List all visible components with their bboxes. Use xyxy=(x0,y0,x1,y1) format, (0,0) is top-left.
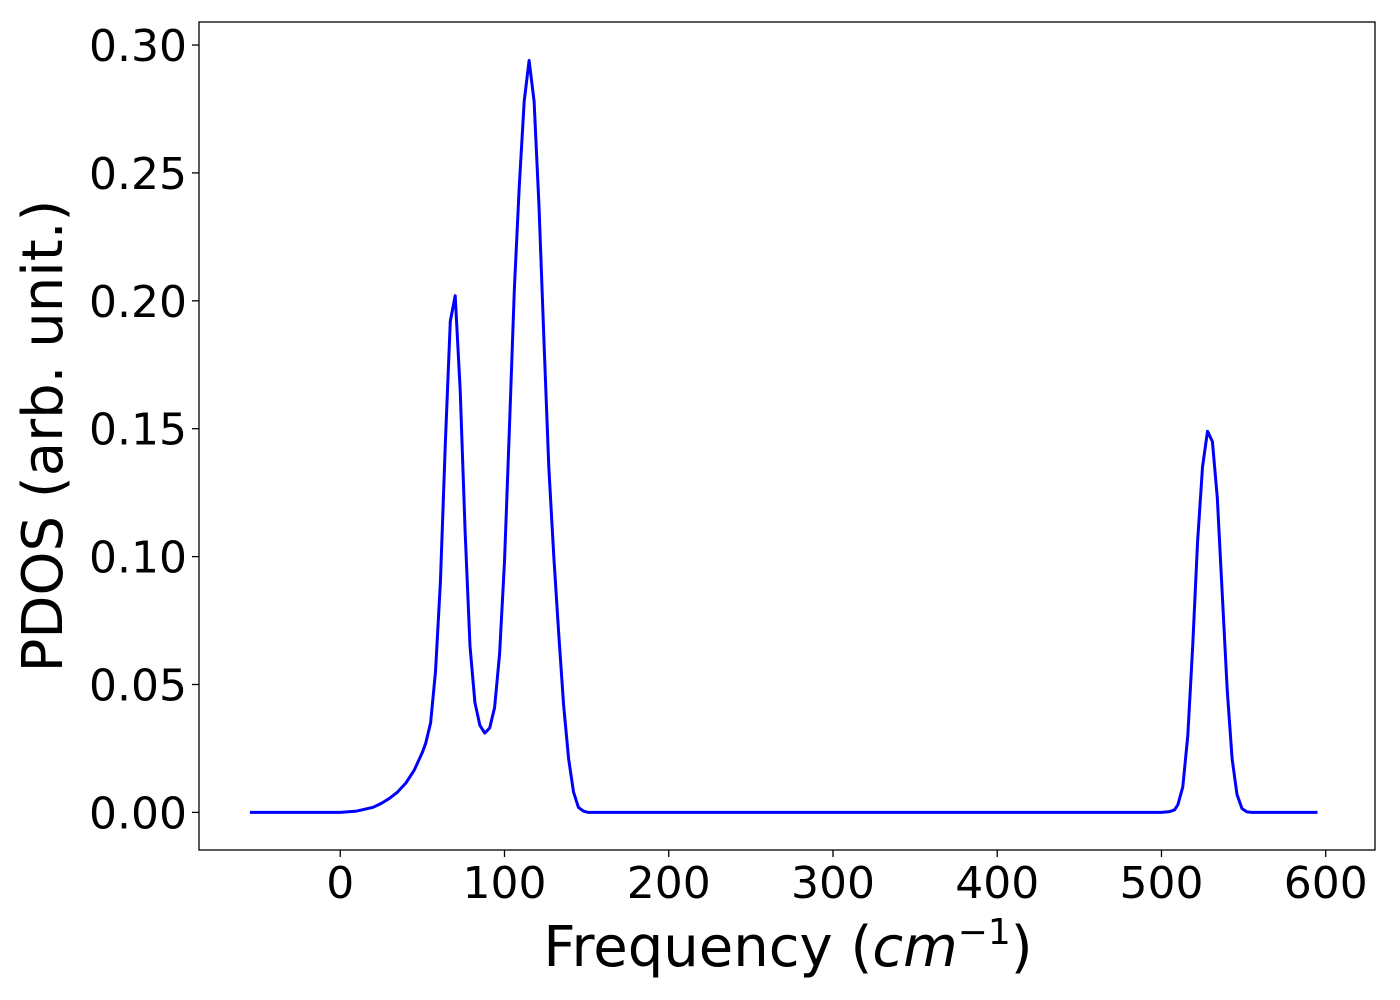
x-tick-label: 300 xyxy=(791,858,875,909)
x-tick-label: 400 xyxy=(955,858,1039,909)
x-axis-ticks: 0 100 200 300 400 500 600 xyxy=(326,850,1368,909)
x-tick-label: 0 xyxy=(326,858,354,909)
pdos-series-line xyxy=(249,58,1318,814)
x-tick-label: 600 xyxy=(1284,858,1368,909)
y-tick-label: 0.15 xyxy=(89,405,187,456)
y-tick-label: 0.05 xyxy=(89,661,187,712)
x-tick-label: 100 xyxy=(463,858,547,909)
plot-area xyxy=(198,21,1376,851)
y-axis-ticks: 0.00 0.05 0.10 0.15 0.20 0.25 0.30 xyxy=(89,21,199,839)
y-tick-label: 0.25 xyxy=(89,149,187,200)
y-axis-label: PDOS (arb. unit.) xyxy=(11,200,76,673)
y-tick-label: 0.30 xyxy=(89,21,187,72)
x-axis-label-text: Frequency ( xyxy=(543,915,872,980)
x-axis-label: Frequency (cm−1) xyxy=(543,912,1032,980)
x-tick-label: 200 xyxy=(627,858,711,909)
x-axis-label-unit: cm xyxy=(872,915,957,980)
x-axis-label-exponent: −1 xyxy=(958,912,1011,953)
x-tick-label: 500 xyxy=(1119,858,1203,909)
y-tick-label: 0.10 xyxy=(89,533,187,584)
y-tick-label: 0.00 xyxy=(89,788,187,839)
x-axis-label-close: ) xyxy=(1011,915,1033,980)
y-tick-label: 0.20 xyxy=(89,277,187,328)
